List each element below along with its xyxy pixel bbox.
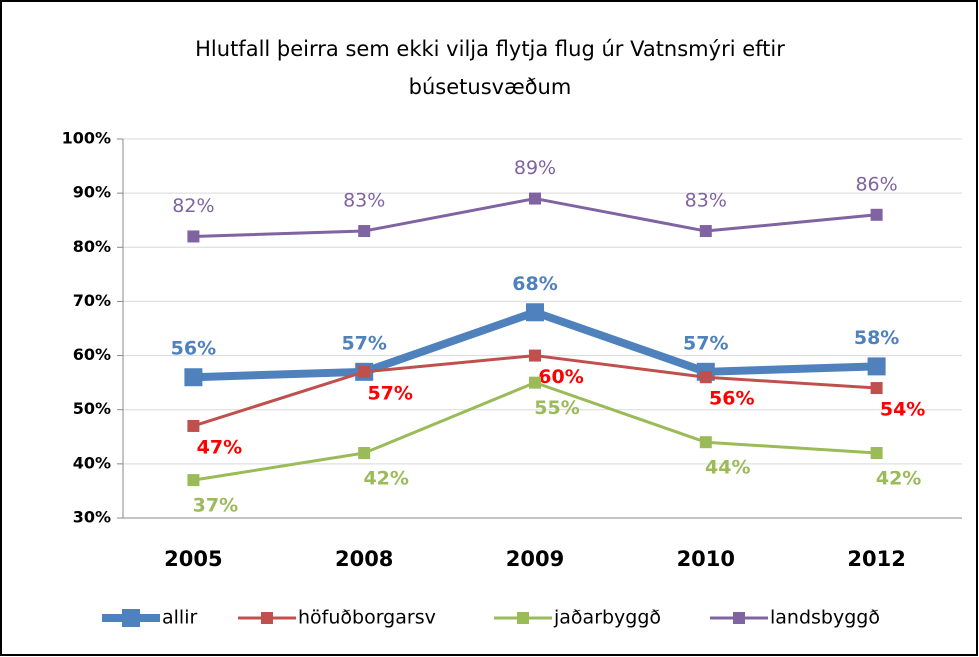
y-tick-label: 70% [73,291,111,310]
marker [699,371,712,384]
data-label: 57% [341,332,386,354]
y-tick-label: 100% [62,129,111,148]
legend-label: landsbyggð [770,607,880,629]
x-tick-label: 2008 [335,547,393,571]
data-label: 57% [367,382,412,404]
legend-label: allir [162,607,197,629]
y-tick-label: 40% [73,453,111,472]
marker [358,447,371,460]
marker [870,382,883,395]
legend-marker [733,612,745,624]
marker [187,474,200,487]
data-label: 55% [534,397,579,419]
marker [867,357,886,376]
x-tick-label: 2009 [506,547,564,571]
data-label: 56% [709,388,754,410]
x-tick-label: 2012 [847,547,905,571]
marker [870,447,883,460]
data-label: 57% [683,332,728,354]
y-tick-label: 60% [73,345,111,364]
marker [184,368,203,387]
data-label: 54% [880,399,925,421]
y-tick-label: 90% [73,183,111,202]
marker [358,225,371,238]
legend-label: höfuðborgarsv [298,607,436,629]
x-tick-label: 2010 [677,547,735,571]
data-label: 83% [685,190,727,212]
marker [187,230,200,243]
data-label: 86% [855,173,897,195]
y-tick-label: 80% [73,237,111,256]
marker [529,192,541,205]
data-label: 47% [197,436,242,458]
legend-marker [261,612,273,624]
data-label: 42% [876,468,921,490]
legend-label: jaðarbyggð [553,607,661,629]
x-tick-label: 2005 [164,547,222,571]
marker [358,365,371,378]
data-label: 44% [705,457,750,479]
marker [187,419,200,432]
data-label: 60% [538,366,583,388]
chart-title: búsetusvæðum [409,75,572,99]
marker [699,436,712,449]
marker [529,349,541,362]
data-label: 89% [514,157,556,179]
data-label: 56% [171,338,216,360]
data-label: 68% [512,273,557,295]
marker [529,376,541,389]
y-tick-label: 30% [73,508,111,527]
marker [699,225,712,238]
data-label: 37% [193,495,238,517]
y-tick-label: 50% [73,399,111,418]
data-label: 82% [172,195,214,217]
data-label: 83% [343,190,385,212]
legend-marker [122,609,140,627]
legend-marker [517,612,529,624]
marker [526,303,544,322]
data-label: 42% [363,468,408,490]
chart-title: Hlutfall þeirra sem ekki vilja flytja fl… [195,37,785,61]
marker [870,208,883,221]
data-label: 58% [854,327,899,349]
